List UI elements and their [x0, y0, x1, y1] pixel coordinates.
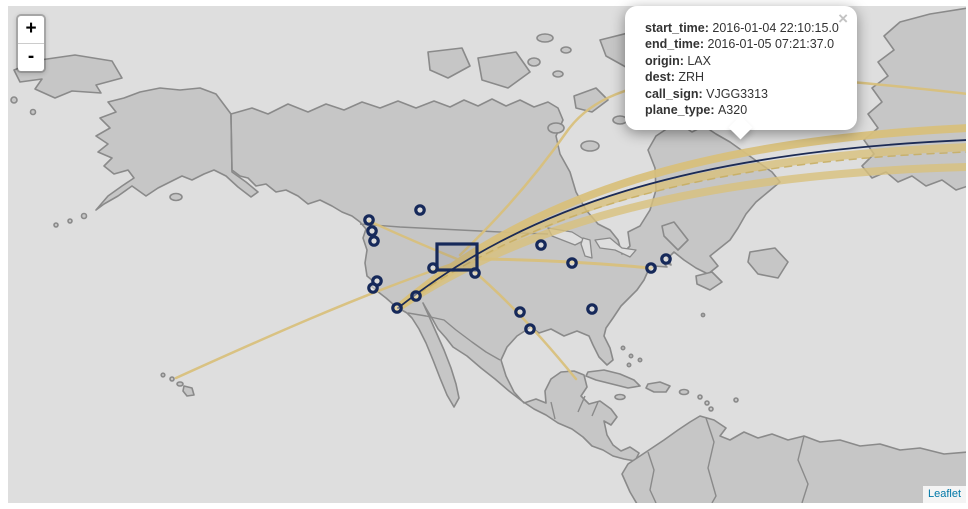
popup-field-start-time: start_time2016-01-04 22:10:15.0 [645, 20, 839, 36]
airport-marker[interactable] [535, 239, 547, 251]
airport-marker[interactable] [366, 225, 378, 237]
field-key: start_time [645, 21, 712, 35]
selection-rect-layer [435, 242, 479, 272]
field-value: 2016-01-05 07:21:37.0 [707, 37, 835, 52]
popup-close-icon[interactable]: × [838, 9, 848, 28]
field-key: dest [645, 70, 678, 84]
zoom-out-button[interactable]: - [18, 43, 44, 71]
popup-field-end-time: end_time2016-01-05 07:21:37.0 [645, 36, 837, 52]
popup-field-dest: destZRH [645, 69, 837, 85]
popup-field-call-sign: call_signVJGG3313 [645, 86, 837, 102]
airport-marker[interactable] [427, 262, 439, 274]
airport-marker[interactable] [363, 214, 375, 226]
airport-marker[interactable] [524, 323, 536, 335]
east-arc[interactable] [479, 257, 653, 270]
field-key: end_time [645, 37, 708, 51]
field-value: A320 [717, 103, 748, 118]
airport-marker[interactable] [368, 235, 380, 247]
zoom-in-button[interactable]: + [18, 16, 44, 43]
field-key: plane_type [645, 103, 718, 117]
airport-marker[interactable] [367, 282, 379, 294]
field-value: LAX [687, 53, 711, 68]
airport-marker[interactable] [414, 204, 426, 216]
popup-field-plane-type: plane_typeA320 [645, 102, 837, 118]
airport-marker[interactable] [566, 257, 578, 269]
attribution-bar: Leaflet [922, 486, 966, 503]
airport-marker[interactable] [391, 302, 403, 314]
airport-marker[interactable] [469, 267, 481, 279]
seattle-arc[interactable] [367, 219, 459, 261]
leaflet-attribution-link[interactable]: Leaflet [927, 488, 961, 500]
airport-marker[interactable] [660, 253, 672, 265]
popup-content: start_time2016-01-04 22:10:15.0 end_time… [625, 6, 857, 131]
field-value: VJGG3313 [706, 86, 768, 101]
airport-markers [363, 204, 672, 335]
popup-field-origin: originLAX [645, 53, 837, 69]
airport-marker[interactable] [645, 262, 657, 274]
flight-popup: start_time2016-01-04 22:10:15.0 end_time… [625, 6, 857, 140]
airport-marker[interactable] [410, 290, 422, 302]
field-key: call_sign [645, 87, 706, 101]
airport-marker[interactable] [586, 303, 598, 315]
hawaii-arc[interactable] [174, 262, 454, 380]
selection-rectangle[interactable] [435, 242, 479, 272]
field-value: 2016-01-04 22:10:15.0 [712, 21, 839, 35]
airport-marker[interactable] [514, 306, 526, 318]
band-3[interactable] [395, 163, 966, 311]
field-value: ZRH [678, 70, 705, 85]
field-key: origin [645, 54, 687, 68]
zoom-control: + - [16, 14, 46, 73]
